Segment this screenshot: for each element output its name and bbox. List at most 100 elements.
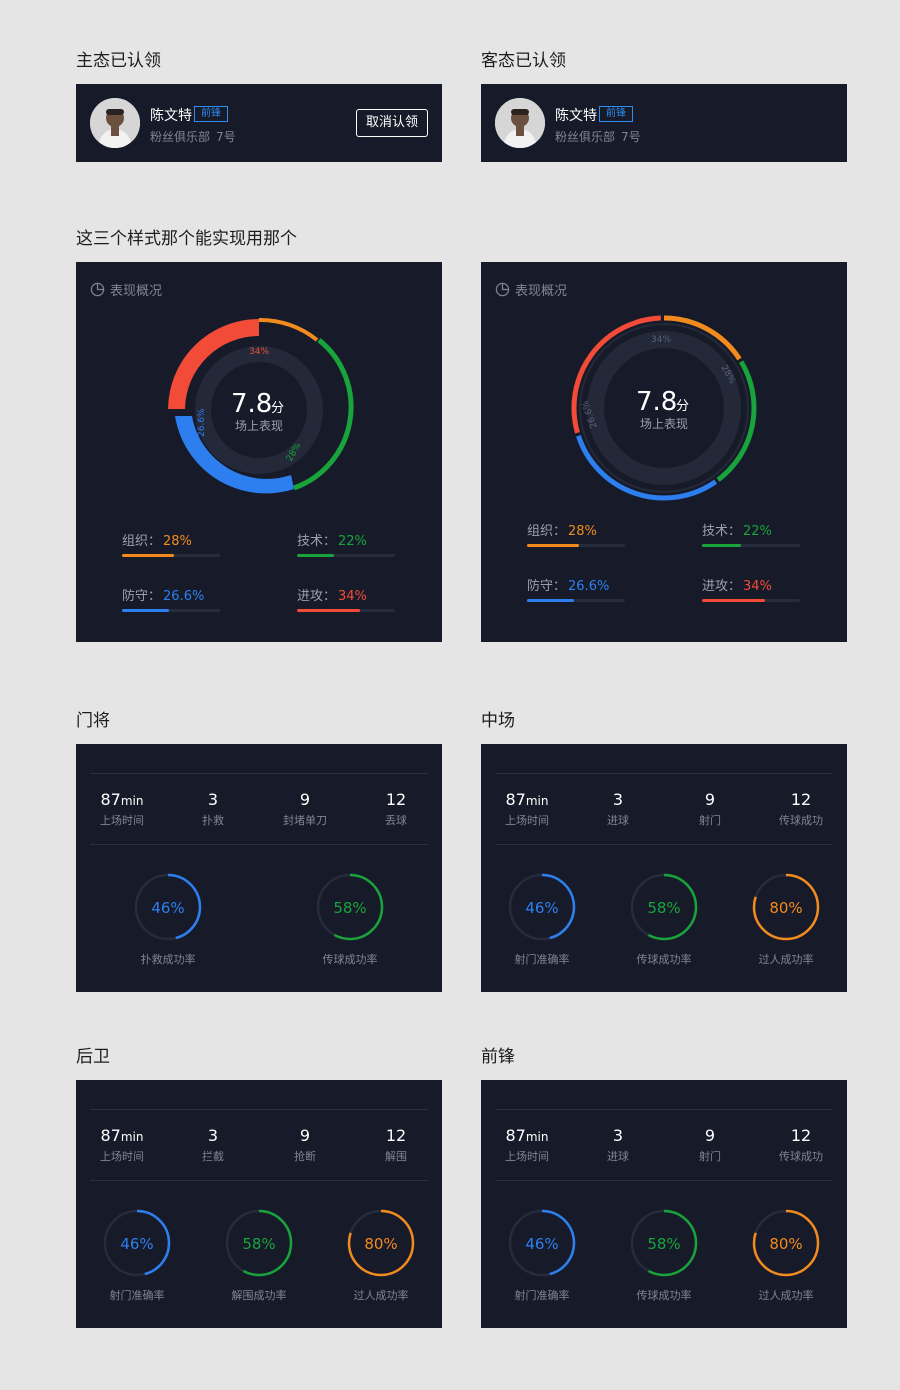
- section-title-defender: 后卫: [76, 1047, 110, 1067]
- ring-label: 过人成功率: [758, 953, 814, 966]
- player-name: 陈文特: [150, 108, 192, 124]
- stat-item: 3 扑救: [167, 790, 259, 828]
- stat-value: 9: [299, 1126, 311, 1145]
- bar-organize: [122, 554, 220, 557]
- stat-defense: 防守： 26.6%: [527, 579, 610, 594]
- divider: [495, 1180, 833, 1181]
- ring-label: 传球成功率: [636, 1289, 692, 1302]
- stat-label: 封堵单刀: [283, 814, 327, 827]
- ring-value: 58%: [647, 899, 680, 917]
- stat-attack-value: 34%: [743, 579, 772, 594]
- section-title-styles-note: 这三个样式那个能实现用那个: [76, 229, 297, 249]
- stat-value: 12: [790, 1126, 812, 1145]
- stat-label: 传球成功: [779, 1150, 823, 1163]
- stat-label: 上场时间: [505, 1150, 549, 1163]
- bar-fill: [527, 599, 574, 602]
- pie-chart-icon: [495, 282, 510, 297]
- stat-label: 解围: [385, 1150, 407, 1163]
- pie-chart-icon: [90, 282, 105, 297]
- score-label: 场上表现: [640, 417, 688, 431]
- stat-value: 9: [299, 790, 311, 809]
- bar-fill: [702, 599, 766, 602]
- stat-attack-value: 34%: [338, 589, 367, 604]
- bar-attack: [702, 599, 800, 602]
- ring-label: 过人成功率: [353, 1289, 409, 1302]
- divider: [495, 773, 833, 774]
- stat-attack: 进攻： 34%: [297, 589, 367, 604]
- stat-item: 9 封堵单刀: [259, 790, 351, 828]
- ring-value: 80%: [769, 899, 802, 917]
- score-unit: 分: [271, 401, 284, 416]
- progress-ring: 80% 过人成功率: [740, 872, 832, 967]
- ring-segment-defense: [576, 435, 718, 501]
- stat-organize: 组织： 28%: [527, 524, 597, 539]
- stat-defense-value: 26.6%: [163, 589, 205, 604]
- bar-fill: [122, 554, 175, 557]
- section-title-host-claimed: 主态已认领: [76, 51, 161, 71]
- overview-title-label: 表现概况: [110, 284, 163, 299]
- stat-organize: 组织： 28%: [122, 534, 192, 549]
- ring-label: 传球成功率: [636, 953, 692, 966]
- ring-value: 46%: [525, 899, 558, 917]
- ring-progress-arc: [134, 873, 202, 941]
- bar-organize: [527, 544, 625, 547]
- stat-label: 进球: [607, 814, 629, 827]
- ring-progress-arc: [316, 873, 384, 941]
- stat-organize-value: 28%: [163, 534, 192, 549]
- stat-value: 3: [612, 1126, 624, 1145]
- stat-item: 87min 上场时间: [481, 790, 573, 828]
- ring-progress-arc: [347, 1209, 415, 1277]
- bar-defense: [122, 609, 220, 612]
- cancel-claim-button[interactable]: 取消认领: [356, 109, 428, 137]
- score-label: 场上表现: [235, 419, 283, 433]
- ring-value: 46%: [525, 1235, 558, 1253]
- ring-value: 46%: [151, 899, 184, 917]
- stat-item: 87min 上场时间: [481, 1126, 573, 1164]
- ring-label: 传球成功率: [322, 953, 378, 966]
- defender-panel: 87min 上场时间 3 拦截 9 抢断 12 解围 46% 射门准确率 58% 解围成功率 80% 过人…: [76, 1080, 442, 1328]
- ring-label: 过人成功率: [758, 1289, 814, 1302]
- overview-panel-b: 表现概况 34% 28% 26.6% 7.8 分 场上表现 组织： 28% 技术：…: [481, 262, 847, 642]
- player-club: 粉丝俱乐部: [555, 130, 616, 144]
- stat-value: 12: [790, 790, 812, 809]
- progress-ring: 46% 扑救成功率: [122, 872, 214, 967]
- player-card-host: 陈文特 前锋 粉丝俱乐部 7号 取消认领: [76, 84, 442, 162]
- player-club: 粉丝俱乐部: [150, 130, 211, 144]
- stat-value: 9: [704, 1126, 716, 1145]
- ring-label-defense: 26.6%: [197, 408, 207, 437]
- player-name: 陈文特: [555, 108, 597, 124]
- ring-progress-arc: [225, 1209, 293, 1277]
- score-value: 7.8: [231, 389, 272, 419]
- score-unit: 分: [676, 399, 689, 414]
- stat-defense-value: 26.6%: [568, 579, 610, 594]
- bar-tech: [297, 554, 395, 557]
- bar-fill: [297, 554, 334, 557]
- overview-title: 表现概况: [495, 280, 567, 299]
- stat-item: 3 进球: [572, 790, 664, 828]
- divider: [495, 1109, 833, 1110]
- stat-item: 87min 上场时间: [76, 1126, 168, 1164]
- overview-ring-chart: 34% 28% 26.6% 7.8 分 场上表现: [571, 315, 757, 501]
- progress-ring: 46% 射门准确率: [496, 1208, 588, 1303]
- bar-attack: [297, 609, 395, 612]
- ring-progress-arc: [630, 1209, 698, 1277]
- stat-value: 3: [612, 790, 624, 809]
- stat-item: 9 抢断: [259, 1126, 351, 1164]
- section-title-goalkeeper: 门将: [76, 711, 110, 731]
- progress-ring: 58% 解围成功率: [213, 1208, 305, 1303]
- ring-progress-arc: [508, 1209, 576, 1277]
- player-avatar: [495, 98, 545, 148]
- stat-tech-value: 22%: [743, 524, 772, 539]
- stat-unit: min: [120, 1130, 144, 1144]
- stat-label: 丢球: [385, 814, 407, 827]
- stat-label: 抢断: [294, 1150, 316, 1163]
- forward-panel: 87min 上场时间 3 进球 9 射门 12 传球成功 46% 射门准确率 58% 传球成功率 80%…: [481, 1080, 847, 1328]
- stat-item: 12 传球成功: [755, 1126, 847, 1164]
- ring-value: 80%: [769, 1235, 802, 1253]
- progress-ring: 58% 传球成功率: [618, 1208, 710, 1303]
- overview-title-label: 表现概况: [515, 284, 568, 299]
- ring-segment-organize: [663, 315, 742, 361]
- ring-segment-attack: [571, 315, 661, 434]
- stat-value: 87min: [100, 790, 144, 809]
- ring-progress-arc: [752, 1209, 820, 1277]
